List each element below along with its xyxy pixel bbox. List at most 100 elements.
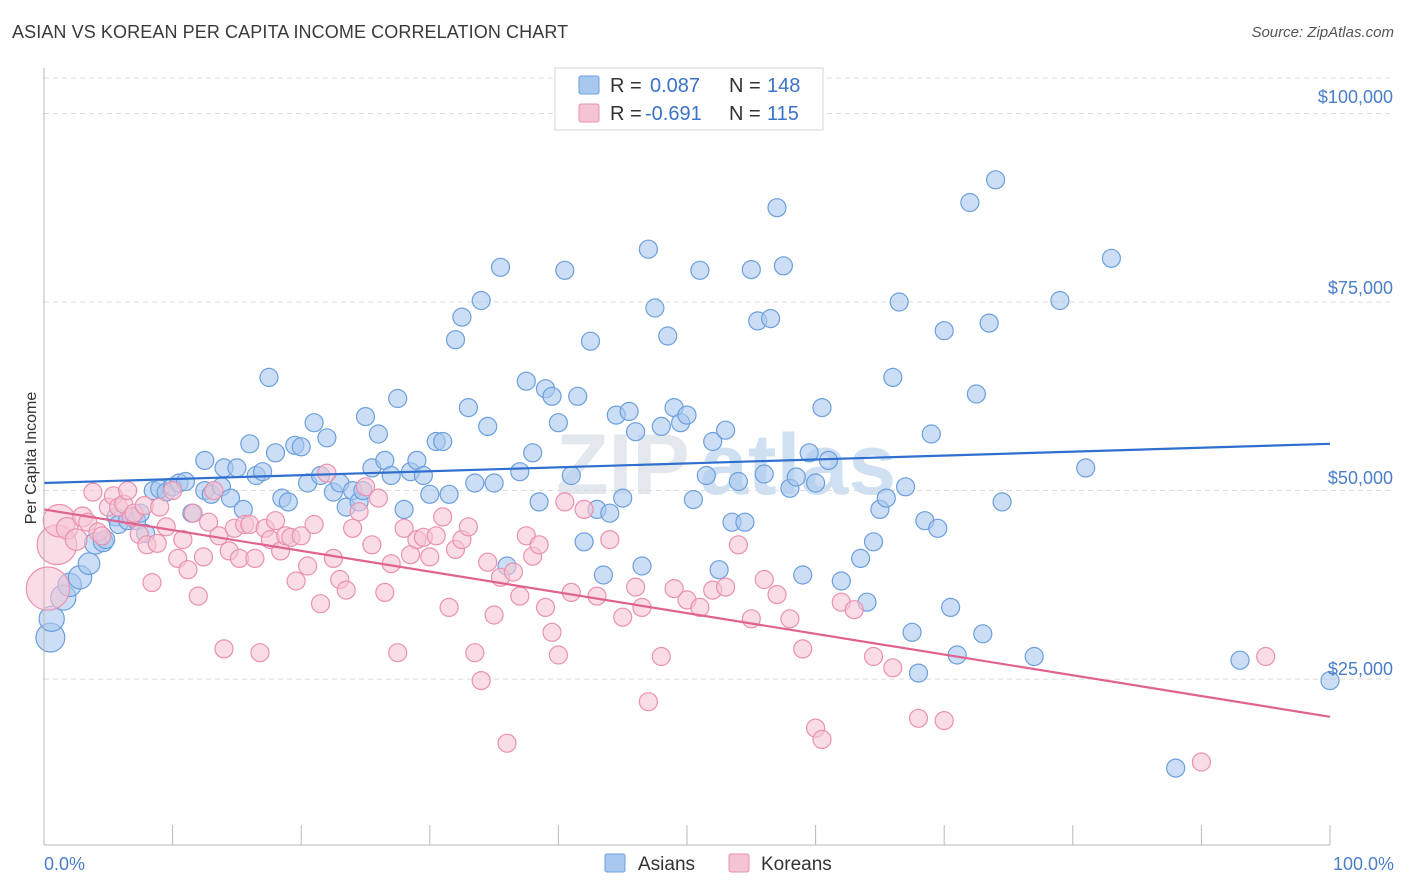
asian-point-112: [767, 198, 787, 218]
legend-r-label-asians: R =: [610, 75, 642, 97]
asian-point-146: [1076, 458, 1096, 478]
asian-point-149: [1230, 650, 1250, 670]
asian-point-88: [613, 488, 633, 508]
asian-point-59: [420, 484, 440, 504]
asian-point-72: [510, 462, 530, 482]
korean-point-78: [478, 552, 498, 572]
asian-point-94: [651, 416, 671, 436]
asian-point-81: [568, 386, 588, 406]
korean-point-116: [883, 658, 903, 678]
koreans-trend-line: [43, 508, 1331, 718]
bottom-legend-swatch-koreans: [728, 853, 750, 873]
asian-point-101: [696, 465, 716, 486]
asian-point-148: [1166, 758, 1186, 778]
korean-point-59: [355, 477, 376, 497]
asian-point-67: [471, 290, 491, 311]
asian-point-68: [478, 416, 498, 436]
korean-point-69: [420, 547, 440, 567]
asian-point-98: [677, 405, 697, 425]
korean-point-52: [310, 594, 331, 614]
korean-point-24: [163, 481, 183, 501]
asian-point-93: [645, 298, 665, 318]
legend-r-value-asians: 0.087: [650, 75, 700, 97]
asian-point-80: [561, 465, 581, 486]
asian-point-119: [812, 398, 832, 418]
asian-point-23: [195, 450, 215, 470]
korean-point-57: [343, 518, 363, 538]
korean-point-61: [368, 488, 388, 508]
asian-point-138: [960, 192, 980, 213]
korean-point-32: [204, 481, 224, 501]
korean-point-27: [178, 560, 198, 580]
asian-point-147: [1101, 248, 1122, 268]
y-tick-label-100000: $100,000: [1318, 87, 1393, 107]
korean-point-114: [844, 600, 864, 620]
korean-point-44: [265, 511, 286, 531]
korean-point-30: [193, 547, 214, 567]
asian-point-69: [484, 473, 504, 493]
korean-point-31: [199, 512, 219, 532]
korean-point-56: [336, 580, 356, 600]
asian-point-118: [805, 473, 826, 493]
korean-point-81: [497, 733, 517, 753]
korean-point-118: [934, 710, 954, 731]
asian-point-136: [940, 597, 961, 618]
korean-point-93: [587, 586, 607, 606]
axes: [43, 68, 1331, 846]
bottom-legend-label-koreans: Koreans: [761, 854, 832, 875]
asian-point-127: [883, 367, 903, 387]
asian-point-143: [992, 492, 1012, 512]
bottom-legend-label-asians: Asians: [638, 854, 695, 875]
asian-point-28: [227, 458, 247, 478]
asian-point-141: [979, 313, 999, 333]
korean-point-28: [183, 503, 203, 523]
asian-point-140: [973, 624, 993, 644]
asian-point-134: [928, 518, 948, 538]
asian-point-79: [555, 260, 575, 280]
asian-point-115: [786, 467, 806, 487]
chart-title: ASIAN VS KOREAN PER CAPITA INCOME CORREL…: [12, 22, 569, 42]
y-tick-label-75000: $75,000: [1328, 278, 1393, 298]
asian-point-135: [934, 321, 954, 341]
korean-point-108: [767, 584, 787, 605]
korean-point-34: [214, 639, 234, 659]
asian-point-126: [876, 488, 896, 508]
korean-point-72: [439, 597, 459, 618]
y-tick-label-50000: $50,000: [1328, 468, 1393, 488]
asian-point-40: [304, 413, 324, 433]
asian-point-122: [850, 548, 871, 569]
korean-point-48: [286, 571, 306, 591]
korean-point-76: [465, 643, 485, 663]
korean-point-4: [64, 528, 88, 551]
asian-point-64: [452, 307, 472, 327]
asian-point-27: [220, 488, 241, 508]
korean-point-7: [83, 482, 103, 502]
korean-point-49: [291, 526, 311, 546]
asian-point-102: [703, 431, 723, 452]
korean-point-95: [613, 607, 633, 627]
korean-point-71: [433, 507, 453, 527]
asian-point-131: [908, 663, 929, 683]
korean-point-62: [375, 582, 395, 603]
asian-point-107: [735, 512, 755, 532]
asian-point-53: [381, 465, 401, 486]
bottom-legend-swatch-asians: [604, 853, 626, 873]
asian-point-63: [445, 330, 466, 350]
asian-point-91: [632, 556, 652, 576]
asian-point-130: [902, 622, 922, 642]
asian-point-128: [889, 292, 909, 312]
asian-point-30: [240, 434, 260, 454]
asian-point-34: [265, 443, 286, 463]
korean-point-40: [245, 548, 265, 569]
korean-point-120: [1256, 646, 1276, 667]
korean-point-60: [362, 535, 382, 555]
asian-point-95: [658, 326, 678, 346]
korean-point-112: [812, 729, 832, 750]
asian-point-78: [548, 413, 569, 433]
asian-point-42: [317, 428, 337, 448]
korean-point-109: [780, 609, 800, 629]
korean-point-89: [548, 645, 569, 665]
korean-point-83: [510, 586, 530, 606]
asian-point-139: [966, 384, 987, 404]
asians-points: [35, 170, 1340, 778]
